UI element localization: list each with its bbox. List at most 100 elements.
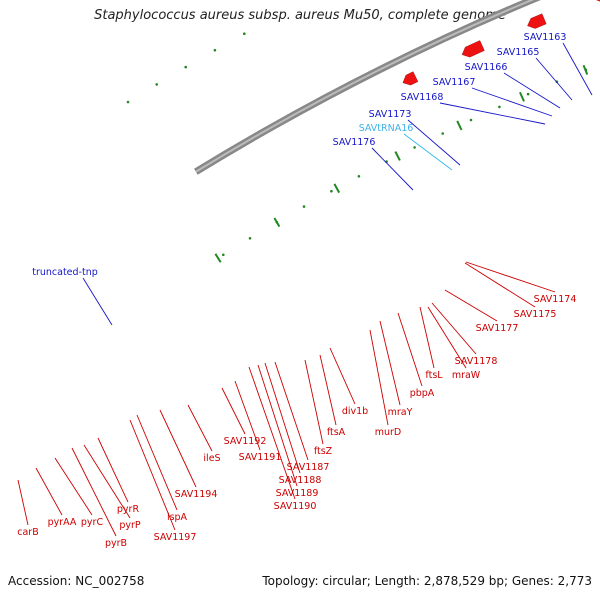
bottom-gene-label: SAV1194 <box>175 489 218 500</box>
bottom-gene-label: SAV1187 <box>287 462 330 473</box>
forward-gene-arrow <box>527 13 547 29</box>
inner-tick <box>456 120 463 131</box>
bottom-gene-label: pyrR <box>117 504 140 515</box>
top-gene-label: SAV1165 <box>497 47 540 58</box>
bottom-leader-line <box>431 302 477 355</box>
bottom-gene-label: ftsZ <box>314 446 333 457</box>
bottom-leader-line <box>129 419 176 531</box>
bottom-leader-line <box>464 262 536 308</box>
ruler-dot <box>248 237 252 240</box>
bottom-leader-line <box>419 306 435 369</box>
gene-track <box>402 0 600 86</box>
ruler-dot <box>302 205 306 208</box>
top-leader-line <box>471 87 553 117</box>
bottom-leader-line <box>369 329 389 426</box>
ruler-dot <box>275 221 279 224</box>
top-gene-label: SAV1176 <box>333 137 376 148</box>
inner-tick <box>333 183 341 194</box>
bottom-leader-line <box>234 380 261 451</box>
bottom-leader-line <box>465 261 556 293</box>
bottom-leader-line <box>264 362 301 474</box>
ruler-dot <box>469 118 473 122</box>
forward-gene-arrow-shape <box>527 13 547 29</box>
bottom-leader-line <box>35 467 63 516</box>
bottom-gene-label: pyrC <box>81 517 104 528</box>
bottom-leader-line <box>248 366 296 500</box>
ruler-dot <box>498 105 501 109</box>
ruler-dot <box>126 100 130 104</box>
gene-labels: 1220 kbp1225 kbp1230 kbp1235 kbp1240 kbp… <box>17 32 577 549</box>
top-leader-line <box>407 119 461 166</box>
ruler-dot <box>413 146 416 149</box>
forward-gene-arrow-shape <box>402 71 419 86</box>
forward-gene-arrow <box>461 40 485 58</box>
bottom-leader-line <box>329 347 356 405</box>
bottom-gene-label: SAV1174 <box>534 294 577 305</box>
bottom-leader-line <box>97 437 129 503</box>
bottom-leader-line <box>304 359 324 445</box>
bottom-leader-line <box>397 312 423 387</box>
bottom-gene-label: ileS <box>203 453 220 464</box>
top-leader-line <box>562 42 593 96</box>
bottom-leader-line <box>379 320 401 406</box>
label-leader-lines <box>17 42 593 537</box>
inner-tick <box>214 253 222 263</box>
ruler-dot <box>184 65 187 69</box>
bottom-gene-label: pyrB <box>105 538 127 549</box>
top-leader-line <box>535 57 573 101</box>
bottom-gene-label: ftsA <box>327 427 346 438</box>
top-leader-line <box>403 133 453 171</box>
ruler-dot <box>155 83 158 86</box>
forward-gene-arrow-shape <box>593 0 600 3</box>
top-gene-label: truncated-tnp <box>32 267 98 278</box>
bottom-gene-label: SAV1197 <box>154 532 197 543</box>
bottom-leader-line <box>187 404 213 452</box>
ruler-dot <box>357 175 361 178</box>
bottom-leader-line <box>221 387 246 435</box>
ruler-dot <box>584 68 588 72</box>
bottom-gene-label: SAV1192 <box>224 436 267 447</box>
top-leader-line <box>371 147 414 191</box>
top-gene-label: SAVtRNA16 <box>359 123 414 134</box>
forward-gene-arrow-shape <box>461 40 485 58</box>
ruler-dot <box>526 92 530 96</box>
forward-gene-arrow <box>593 0 600 3</box>
bottom-leader-line <box>71 447 117 537</box>
top-leader-line <box>439 102 546 125</box>
bottom-leader-line <box>444 289 498 322</box>
bottom-leader-line <box>427 306 467 369</box>
ruler-dot <box>213 48 217 52</box>
forward-gene-arrow <box>402 71 419 86</box>
bottom-leader-line <box>159 409 197 488</box>
top-gene-label: SAV1173 <box>369 109 412 120</box>
inner-tick <box>519 91 525 102</box>
bottom-gene-label: div1b <box>342 406 368 417</box>
top-gene-label: SAV1166 <box>465 62 508 73</box>
ruler-dot <box>330 189 333 193</box>
bottom-leader-line <box>54 457 93 516</box>
inner-tick <box>394 151 401 161</box>
bottom-leader-line <box>136 414 178 511</box>
ruler-dot <box>243 32 246 35</box>
bottom-leader-line <box>319 354 337 426</box>
bottom-leader-line <box>17 479 29 526</box>
bottom-leader-line <box>83 444 131 519</box>
bottom-gene-label: mraY <box>388 407 413 418</box>
bottom-gene-label: SAV1177 <box>476 323 519 334</box>
bottom-gene-label: SAV1178 <box>455 356 498 367</box>
bottom-gene-label: carB <box>17 527 38 538</box>
bottom-gene-label: SAV1188 <box>279 475 322 486</box>
bottom-leader-line <box>274 361 309 461</box>
ruler-dot <box>441 132 445 135</box>
bottom-gene-label: mraW <box>452 370 481 381</box>
bottom-gene-label: SAV1175 <box>514 309 557 320</box>
accession-text: Accession: NC_002758 <box>8 574 145 588</box>
bottom-gene-label: SAV1190 <box>274 501 317 512</box>
genome-summary-text: Topology: circular; Length: 2,878,529 bp… <box>262 574 592 588</box>
top-leader-line <box>503 72 561 109</box>
top-gene-label: SAV1167 <box>433 77 476 88</box>
bottom-leader-line <box>257 364 298 487</box>
bottom-gene-label: SAV1189 <box>276 488 319 499</box>
bottom-gene-label: pbpA <box>410 388 435 399</box>
